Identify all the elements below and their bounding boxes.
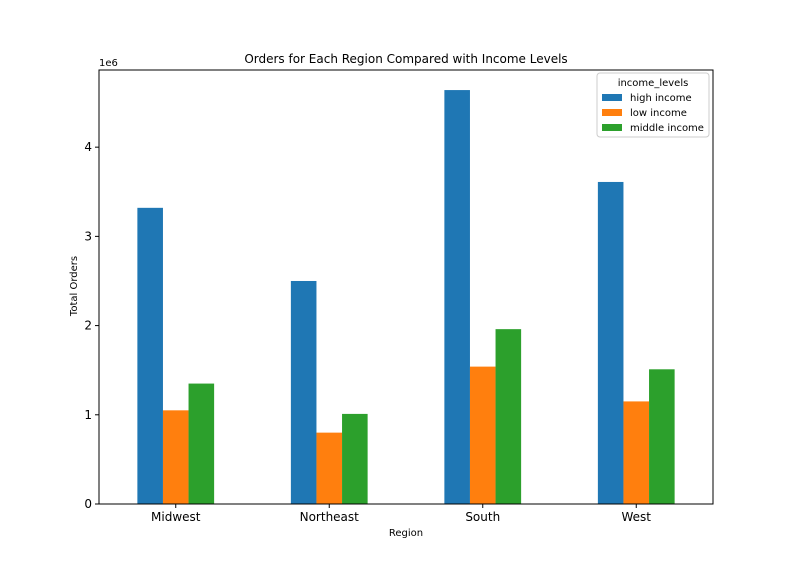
bar-low-income-south <box>469 366 496 504</box>
bar-high-income-midwest <box>137 207 163 504</box>
bar-low-income-northeast <box>316 432 343 504</box>
bar-middle-income-south <box>495 329 522 504</box>
bar-middle-income-west <box>649 369 675 504</box>
bar-middle-income-midwest <box>188 383 215 504</box>
chart-title: Orders for Each Region Compared with Inc… <box>244 52 567 66</box>
legend-swatch-high-income <box>602 94 622 101</box>
bar-middle-income-northeast <box>342 413 368 504</box>
x-axis-label: Region <box>389 528 423 539</box>
legend-label: low income <box>630 108 687 119</box>
y-axis: 0 1 2 3 4 <box>84 140 99 511</box>
bar-low-income-midwest <box>162 410 189 504</box>
legend-swatch-middle-income <box>602 124 622 131</box>
x-tick-label: Midwest <box>151 510 201 524</box>
x-axis: Midwest Northeast South West <box>151 504 651 524</box>
y-tick-label: 3 <box>84 229 92 243</box>
legend-swatch-low-income <box>602 109 622 116</box>
legend-label: middle income <box>630 123 704 134</box>
plot-area <box>137 90 675 504</box>
y-tick-label: 0 <box>84 497 92 511</box>
legend-box <box>596 72 710 138</box>
bar-high-income-northeast <box>290 280 317 504</box>
x-tick-label: South <box>465 510 500 524</box>
legend-title: income_levels <box>618 78 689 89</box>
legend-label: high income <box>630 93 692 104</box>
bar-low-income-west <box>623 401 650 504</box>
x-tick-label: Northeast <box>300 510 360 524</box>
bar-high-income-west <box>597 181 624 504</box>
legend: income_levels high income low income middl… <box>596 72 710 138</box>
x-tick-label: West <box>621 510 651 524</box>
bar-high-income-south <box>444 90 470 504</box>
y-offset-label: 1e6 <box>99 58 118 69</box>
y-tick-label: 2 <box>84 319 92 333</box>
plot-frame <box>98 69 714 505</box>
y-axis-label: Total Orders <box>69 256 80 317</box>
y-tick-label: 4 <box>84 140 92 154</box>
y-tick-label: 1 <box>84 408 92 422</box>
